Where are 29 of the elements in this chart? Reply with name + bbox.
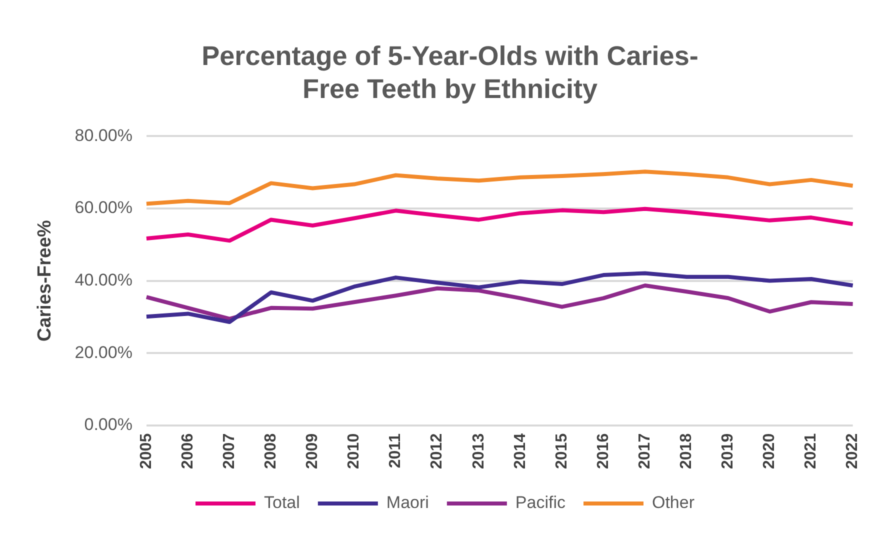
x-tick-label: 2009 bbox=[304, 433, 322, 469]
x-tick-label: 2022 bbox=[844, 433, 862, 469]
x-tick-label: 2013 bbox=[470, 433, 488, 469]
x-tick-label: 2005 bbox=[138, 433, 155, 469]
x-tick-label: 2008 bbox=[262, 433, 280, 469]
y-tick-label: 40.00% bbox=[74, 270, 132, 290]
legend-label: Total bbox=[264, 493, 300, 512]
x-tick-label: 2018 bbox=[678, 433, 696, 469]
y-tick-label: 80.00% bbox=[74, 126, 132, 145]
legend-label: Pacific bbox=[515, 493, 566, 512]
x-tick-label: 2006 bbox=[179, 433, 196, 469]
y-tick-label: 60.00% bbox=[74, 198, 132, 218]
x-tick-label: 2016 bbox=[594, 433, 612, 469]
x-tick-label: 2014 bbox=[512, 433, 529, 469]
chart-title: Percentage of 5-Year-Olds with Caries-Free Teeth by Ethnicity bbox=[200, 40, 700, 106]
x-tick-label: 2011 bbox=[387, 433, 404, 468]
x-tick-label: 2021 bbox=[802, 433, 820, 469]
x-tick-label: 2007 bbox=[220, 433, 238, 469]
x-tick-label: 2015 bbox=[553, 433, 570, 469]
y-tick-label: 20.00% bbox=[74, 342, 132, 362]
x-tick-label: 2017 bbox=[636, 433, 654, 469]
y-axis-title: Caries-Free% bbox=[34, 220, 56, 342]
x-tick-label: 2020 bbox=[761, 433, 778, 469]
legend-label: Other bbox=[652, 493, 695, 512]
legend-label: Maori bbox=[386, 493, 429, 512]
x-tick-label: 2019 bbox=[720, 433, 737, 469]
x-tick-label: 2010 bbox=[346, 433, 363, 469]
y-tick-label: 0.00% bbox=[84, 415, 132, 434]
x-tick-label: 2012 bbox=[428, 433, 446, 469]
